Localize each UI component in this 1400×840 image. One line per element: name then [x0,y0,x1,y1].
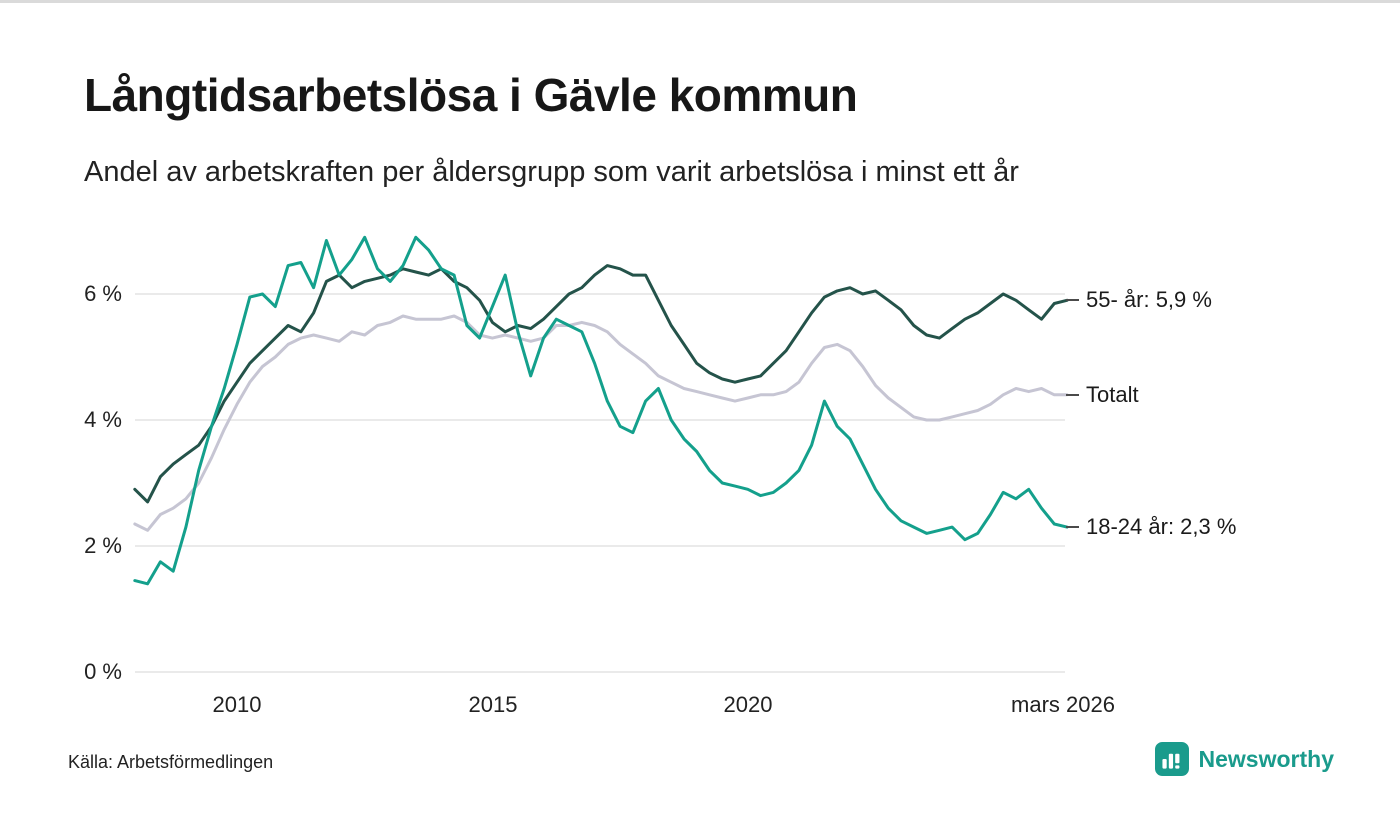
x-axis-label-2010: 2010 [212,692,262,717]
label-tick [1066,393,1079,396]
series-label-18-24-text: 18-24 år: 2,3 % [1086,514,1237,540]
series-label-18-24: 18-24 år: 2,3 % [1066,512,1236,542]
x-axis-label-2015: 2015 [468,692,518,717]
brand-name: Newsworthy [1198,745,1334,772]
source-note: Källa: Arbetsförmedlingen [68,752,274,772]
y-axis-label-4: 4 % [84,407,122,432]
label-tick [1066,299,1079,302]
series-label-totalt: Totalt [1066,380,1139,410]
series-label-55-plus-text: 55- år: 5,9 % [1086,287,1212,313]
top-border [0,0,1400,3]
y-axis-label-2: 2 % [84,533,122,558]
x-axis-label-2020: 2020 [723,692,773,717]
series-label-55-plus: 55- år: 5,9 % [1066,285,1212,315]
y-axis-label-6: 6 % [84,281,122,306]
page-title: Långtidsarbetslösa i Gävle kommun [84,69,858,121]
y-axis-label-0: 0 % [84,659,122,684]
series-label-totalt-text: Totalt [1086,381,1139,407]
x-axis-label-mars-2026: mars 2026 [1011,692,1115,717]
page-subtitle: Andel av arbetskraften per åldersgrupp s… [84,156,1019,188]
newsworthy-logo-icon [1154,742,1189,776]
brand-logo: Newsworthy [1154,742,1334,776]
label-tick [1066,526,1079,529]
